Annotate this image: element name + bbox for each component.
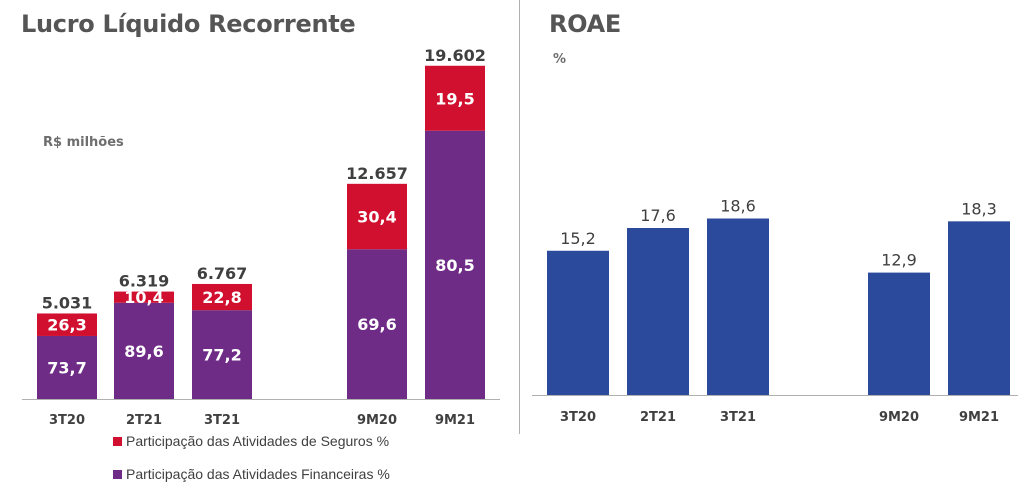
legend-financeiras: Participação das Atividades Financeiras …: [113, 466, 390, 482]
roae-tick-3T20: 3T20: [560, 410, 596, 425]
legend-financeiras-label: Participação das Atividades Financeiras …: [126, 466, 390, 482]
total-label-3T21: 6.767: [197, 264, 248, 283]
total-label-3T20: 5.031: [42, 293, 93, 312]
roae-tick-3T21: 3T21: [720, 410, 756, 425]
label-seguros-2T21: 10,4: [124, 288, 163, 307]
label-seguros-9M20: 30,4: [357, 208, 396, 227]
roae-chart-title: ROAE: [549, 10, 622, 38]
bar-financeiras-9M21: [425, 130, 485, 399]
lucro-tick-3T21: 3T21: [204, 413, 240, 428]
chart-divider: [519, 0, 520, 434]
lucro-tick-2T21: 2T21: [126, 413, 162, 428]
label-seguros-9M21: 19,5: [435, 89, 474, 108]
roae-value-9M20: 12,9: [881, 251, 917, 270]
bar-seguros-3T20: [37, 313, 97, 336]
roae-bar-2T21: [627, 227, 689, 395]
bar-seguros-3T21: [192, 283, 252, 311]
label-financeiras-2T21: 89,6: [124, 342, 163, 361]
lucro-tick-3T20: 3T20: [49, 413, 85, 428]
roae-unit-label: %: [553, 52, 567, 67]
lucro-chart-title: Lucro Líquido Recorrente: [21, 10, 356, 38]
roae-bar-9M21: [948, 221, 1010, 395]
label-financeiras-3T21: 77,2: [202, 346, 241, 365]
roae-value-9M21: 18,3: [961, 199, 997, 218]
roae-bar-3T21: [707, 218, 769, 395]
label-financeiras-3T20: 73,7: [47, 358, 86, 377]
label-seguros-3T20: 26,3: [47, 316, 86, 335]
roae-tick-2T21: 2T21: [640, 410, 676, 425]
total-label-9M21: 19.602: [424, 46, 486, 65]
total-label-9M20: 12.657: [346, 164, 408, 183]
lucro-tick-9M20: 9M20: [357, 413, 397, 428]
roae-value-3T20: 15,2: [560, 229, 596, 248]
roae-value-3T21: 18,6: [720, 197, 756, 216]
bar-seguros-9M21: [425, 65, 485, 131]
lucro-tick-9M21: 9M21: [435, 413, 475, 428]
legend-seguros-swatch: [113, 436, 122, 446]
label-financeiras-9M21: 80,5: [435, 256, 474, 275]
bar-financeiras-2T21: [114, 302, 174, 399]
legend-seguros: Participação das Atividades de Seguros %: [113, 433, 389, 449]
legend-seguros-label: Participação das Atividades de Seguros %: [126, 433, 390, 449]
roae-bar-3T20: [547, 250, 609, 395]
bar-financeiras-3T20: [37, 335, 97, 399]
bar-seguros-9M20: [347, 183, 407, 250]
roae-tick-9M21: 9M21: [959, 410, 999, 425]
label-financeiras-9M20: 69,6: [357, 315, 396, 334]
bar-financeiras-3T21: [192, 310, 252, 399]
roae-bar-9M20: [868, 272, 930, 395]
legend-financeiras-swatch: [113, 469, 122, 479]
total-label-2T21: 6.319: [119, 272, 170, 291]
bar-financeiras-9M20: [347, 249, 407, 399]
bar-seguros-2T21: [114, 291, 174, 303]
roae-tick-9M20: 9M20: [879, 410, 919, 425]
lucro-unit-label: R$ milhões: [43, 135, 124, 150]
label-seguros-3T21: 22,8: [202, 288, 241, 307]
roae-value-2T21: 17,6: [640, 206, 676, 225]
